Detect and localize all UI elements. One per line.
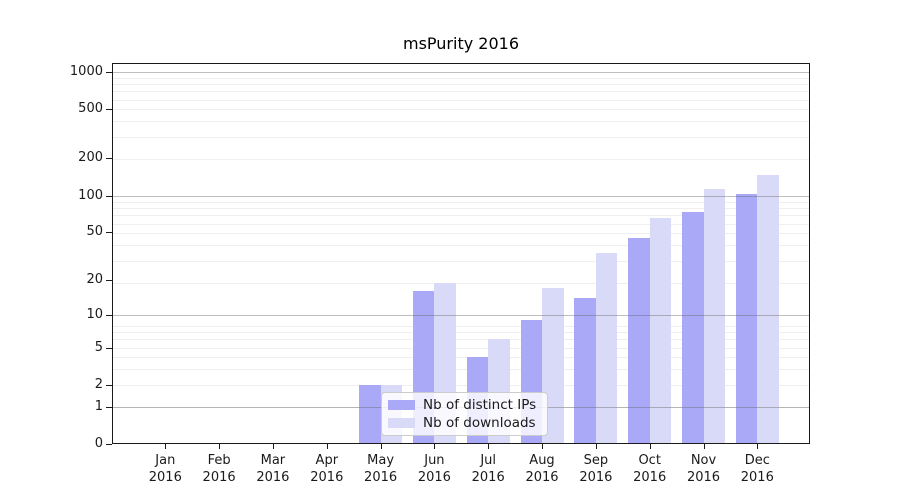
- legend-label-downloads: Nb of downloads: [423, 415, 536, 432]
- x-axis-tick-label: Jul 2016: [471, 453, 505, 485]
- x-axis-tick-label: Aug 2016: [525, 453, 559, 485]
- x-axis-tick: [488, 444, 490, 449]
- legend-item-distinct-ips: Nb of distinct IPs: [388, 396, 541, 414]
- x-axis-tick-label: Sep 2016: [579, 453, 613, 485]
- plot-frame: [112, 63, 810, 444]
- x-axis-tick-label: Nov 2016: [686, 453, 721, 485]
- x-axis-tick-label: Jan 2016: [148, 453, 182, 485]
- y-axis-tick-label: 0: [94, 436, 103, 451]
- y-axis-tick-label: 200: [78, 150, 103, 166]
- legend-swatch-distinct-ips: [388, 399, 415, 410]
- x-axis-tick: [649, 444, 651, 449]
- y-axis-tick-label: 50: [86, 224, 103, 240]
- y-axis-tick-label: 2: [94, 376, 103, 392]
- x-axis-tick: [595, 444, 597, 449]
- x-axis-tick: [219, 444, 221, 449]
- x-axis-tick-label: Mar 2016: [256, 453, 290, 485]
- y-axis-tick-label: 5: [94, 339, 103, 355]
- x-axis-tick-label: May 2016: [364, 453, 398, 485]
- legend: Nb of distinct IPs Nb of downloads: [381, 392, 548, 436]
- y-axis-tick-label: 500: [78, 101, 103, 117]
- y-axis-tick-label: 20: [86, 272, 103, 287]
- y-axis-tick-label: 10: [86, 306, 103, 322]
- y-axis-tick-label: 1000: [69, 63, 103, 79]
- legend-swatch-downloads: [388, 418, 415, 429]
- y-axis-tick-label: 100: [78, 187, 103, 203]
- x-axis-tick: [272, 444, 274, 449]
- legend-item-downloads: Nb of downloads: [388, 414, 541, 432]
- x-axis-tick: [326, 444, 328, 449]
- chart-title: msPurity 2016: [403, 34, 519, 53]
- x-axis-tick: [434, 444, 436, 449]
- y-axis-tick: [106, 444, 112, 445]
- y-axis-tick-label: 1: [94, 398, 103, 414]
- legend-label-distinct-ips: Nb of distinct IPs: [423, 396, 537, 413]
- x-axis-tick: [380, 444, 382, 449]
- x-axis-tick-label: Oct 2016: [633, 453, 667, 485]
- x-axis-tick: [703, 444, 705, 449]
- x-axis-tick: [757, 444, 759, 449]
- x-axis-tick-label: Apr 2016: [310, 453, 344, 485]
- x-axis-tick-label: Dec 2016: [740, 453, 774, 485]
- x-axis-tick-label: Feb 2016: [202, 453, 236, 485]
- x-axis-tick: [165, 444, 167, 449]
- x-axis-tick-label: Jun 2016: [417, 453, 451, 485]
- x-axis-tick: [542, 444, 543, 449]
